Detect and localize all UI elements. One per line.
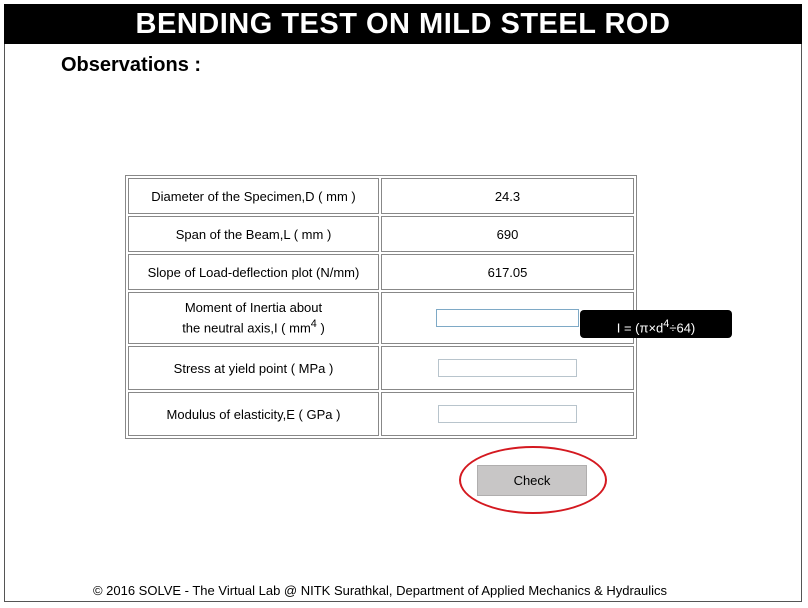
observations-table: Diameter of the Specimen,D ( mm ) 24.3 S… [125, 175, 637, 439]
page-title: BENDING TEST ON MILD STEEL ROD [4, 4, 802, 44]
modulus-input[interactable] [437, 405, 577, 423]
moi-label-end: ) [316, 320, 325, 336]
check-highlight-ellipse [459, 446, 607, 514]
table-row: Diameter of the Specimen,D ( mm ) 24.3 [128, 178, 634, 214]
moi-label-line2: the neutral axis,I ( mm [182, 320, 311, 336]
diameter-value: 24.3 [380, 178, 634, 214]
moi-label-line1: Moment of Inertia about [184, 300, 323, 316]
moment-of-inertia-input[interactable] [435, 309, 579, 327]
diameter-label: Diameter of the Specimen,D ( mm ) [128, 178, 379, 214]
tooltip-text-pre: I = (π×d [616, 320, 664, 336]
slope-label: Slope of Load-deflection plot (N/mm) [128, 254, 379, 290]
moi-label-sup: 4 [310, 318, 317, 331]
tooltip-text-post: ÷64) [669, 320, 696, 336]
moment-of-inertia-label: Moment of Inertia about the neutral axis… [128, 292, 379, 344]
modulus-cell [380, 392, 634, 436]
span-label: Span of the Beam,L ( mm ) [128, 216, 379, 252]
check-button[interactable]: Check [477, 465, 587, 496]
yield-stress-label: Stress at yield point ( MPa ) [128, 346, 379, 390]
span-value: 690 [380, 216, 634, 252]
tooltip-text-sup: 4 [663, 318, 670, 330]
observations-heading: Observations : [61, 54, 202, 76]
table-row: Slope of Load-deflection plot (N/mm) 617… [128, 254, 634, 290]
yield-stress-input[interactable] [437, 359, 577, 377]
table-row: Modulus of elasticity,E ( GPa ) [128, 392, 634, 436]
yield-stress-cell [380, 346, 634, 390]
formula-tooltip: I = (π×d4÷64) [580, 310, 732, 338]
table-row: Moment of Inertia about the neutral axis… [128, 292, 634, 344]
modulus-label: Modulus of elasticity,E ( GPa ) [128, 392, 379, 436]
slope-value: 617.05 [380, 254, 634, 290]
footer-copyright: © 2016 SOLVE - The Virtual Lab @ NITK Su… [92, 583, 668, 598]
table-row: Stress at yield point ( MPa ) [128, 346, 634, 390]
table-row: Span of the Beam,L ( mm ) 690 [128, 216, 634, 252]
